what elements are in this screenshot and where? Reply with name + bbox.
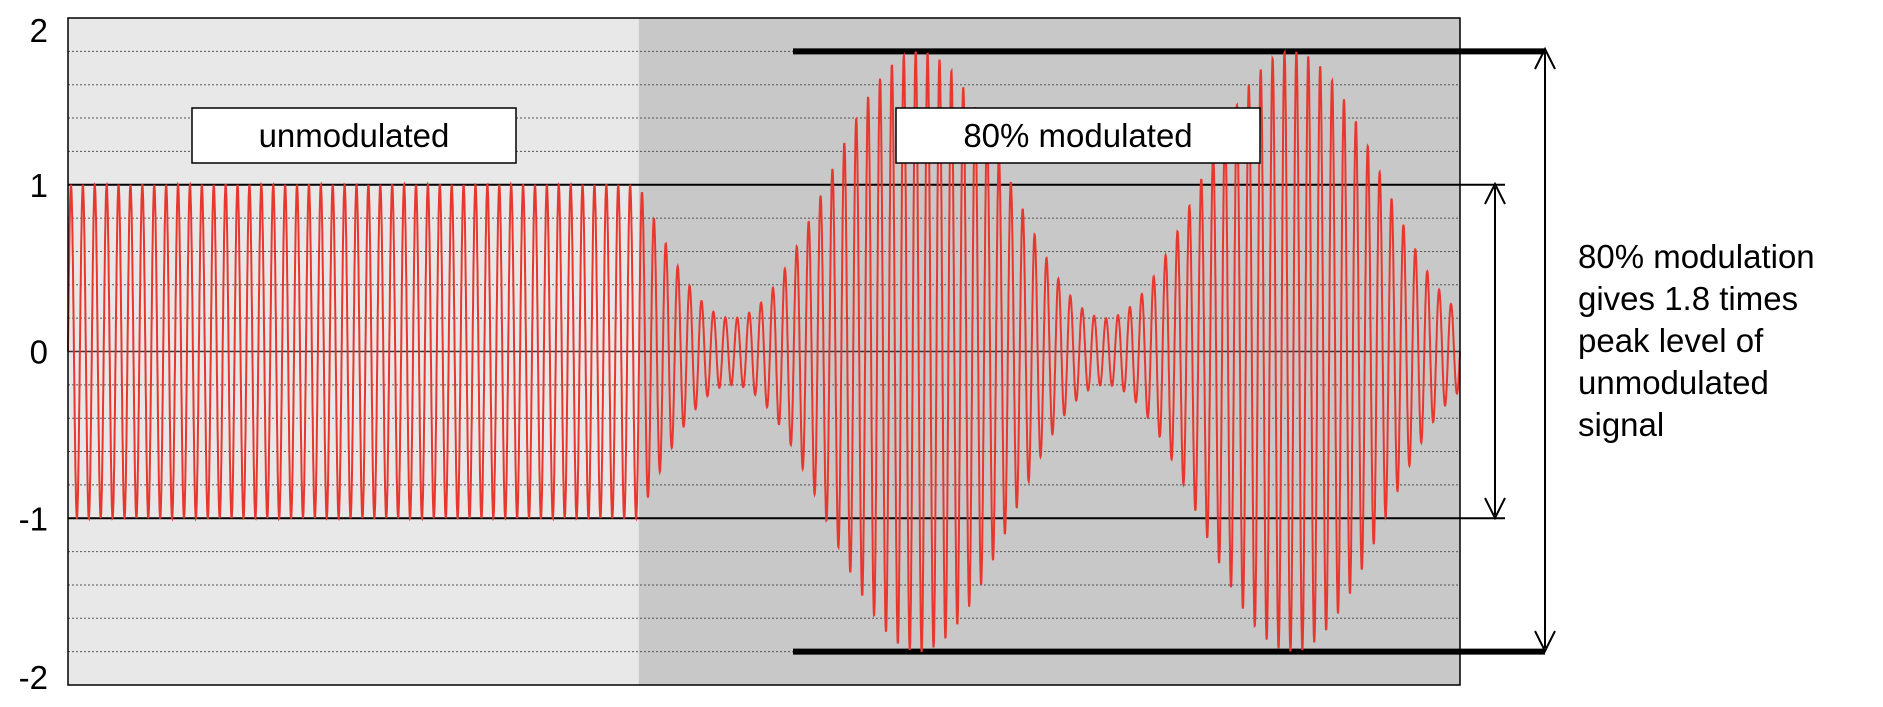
annotation-line: gives 1.8 times [1578, 280, 1799, 317]
annotation-line: 80% modulation [1578, 238, 1815, 275]
y-tick-label: 2 [30, 12, 48, 49]
annotation-line: unmodulated [1578, 364, 1769, 401]
plot-frame [67, 17, 1461, 686]
dimension-arrows [1484, 46, 1556, 654]
y-tick-label: -2 [19, 659, 48, 696]
y-tick-label: 0 [30, 334, 48, 371]
label-modulated-box: 80% modulated [895, 107, 1261, 164]
annotation-line: peak level of [1578, 322, 1764, 359]
annotation-note: 80% modulation gives 1.8 times peak leve… [1578, 236, 1878, 446]
y-axis-ticks: 2 1 0 -1 -2 [19, 12, 48, 696]
y-tick-label: 1 [30, 167, 48, 204]
signal-line [67, 48, 1461, 653]
label-unmodulated-box: unmodulated [191, 107, 517, 164]
arrow-modulated-bottom-head [1534, 630, 1556, 654]
annotation-line: signal [1578, 406, 1665, 443]
label-unmodulated: unmodulated [259, 117, 450, 154]
label-modulated: 80% modulated [963, 117, 1192, 154]
arrow-unmodulated-top-head [1484, 181, 1506, 205]
arrow-unmodulated-bottom-head [1484, 497, 1506, 521]
arrow-modulated-top-head [1534, 46, 1556, 70]
y-tick-label: -1 [19, 500, 48, 537]
